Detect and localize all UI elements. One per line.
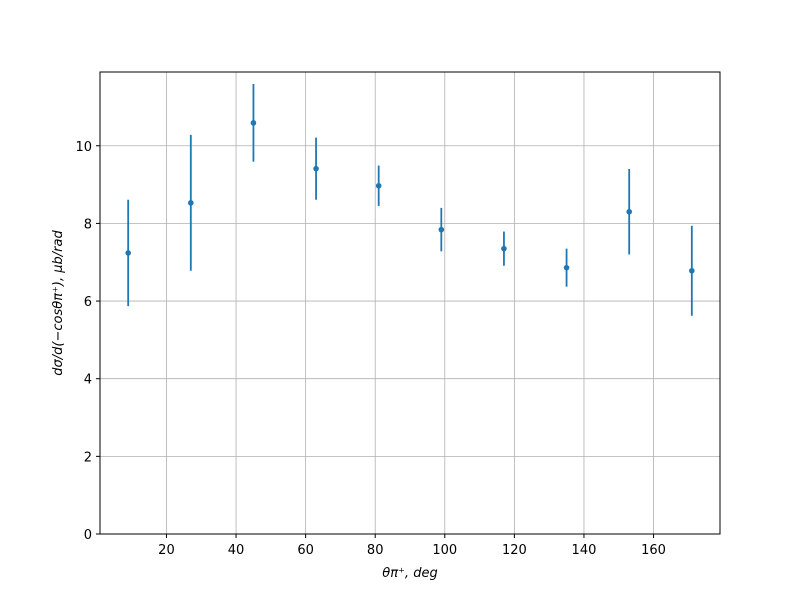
x-tick-label: 60: [297, 543, 314, 558]
data-point: [626, 208, 632, 215]
x-tick-label: 80: [367, 543, 384, 558]
y-tick-label: 10: [75, 140, 92, 155]
y-tick-label: 0: [84, 528, 92, 543]
data-point: [250, 120, 257, 126]
x-tick-label: 20: [158, 543, 175, 558]
x-tick-label: 40: [228, 543, 245, 558]
x-tick-label: 140: [572, 543, 597, 558]
data-point: [438, 226, 445, 233]
x-axis-label: θπ⁺, deg: [382, 566, 437, 581]
y-tick-label: 8: [84, 217, 92, 232]
x-tick-label: 120: [502, 543, 527, 558]
data-point: [313, 165, 319, 172]
x-tick-label: 100: [432, 543, 457, 558]
y-axis-label: dσ/d(−cosθπ⁺), μb/rad: [51, 230, 66, 376]
data-point: [188, 200, 194, 206]
plot-frame: [99, 71, 721, 535]
y-tick-label: 6: [84, 295, 92, 310]
data-point: [375, 182, 382, 189]
data-point: [125, 250, 131, 256]
data-point: [563, 264, 570, 271]
y-tick-label: 2: [84, 450, 92, 465]
x-tick-label: 160: [641, 543, 666, 558]
data-point: [689, 267, 695, 274]
data-point: [501, 245, 507, 252]
y-tick-label: 4: [84, 373, 92, 388]
